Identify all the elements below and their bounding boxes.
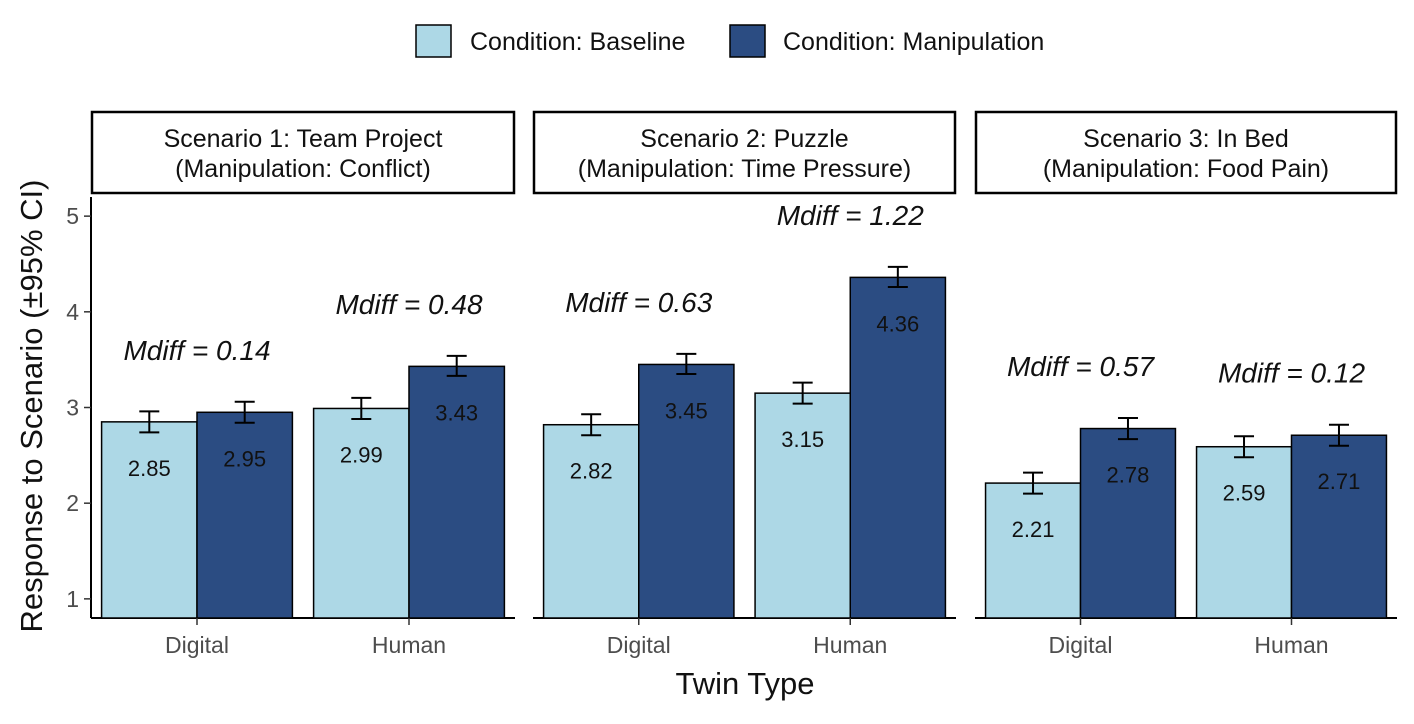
bar-value-label: 2.59 (1223, 481, 1266, 506)
bar-baseline (984, 482, 1082, 619)
y-axis: 1 2 3 4 5 (66, 197, 92, 618)
y-tick-label: 3 (66, 395, 79, 421)
x-tick-label: Human (1254, 632, 1328, 658)
mdiff-annotation: Mdiff = 0.14 (123, 335, 270, 366)
panel-strip (974, 110, 1398, 195)
x-tick-label: Human (813, 632, 887, 658)
bar-manipulation (849, 276, 947, 619)
y-tick-label: 5 (66, 203, 79, 229)
x-tick-label: Human (372, 632, 446, 658)
bar-manipulation (408, 365, 506, 619)
mdiff-annotation: Mdiff = 0.48 (335, 289, 483, 320)
bar-value-label: 2.85 (128, 456, 171, 481)
bar-value-label: 2.71 (1318, 469, 1361, 494)
x-tick-label: Digital (165, 632, 229, 658)
y-tick-label: 1 (66, 586, 79, 612)
mdiff-annotation: Mdiff = 1.22 (777, 200, 925, 231)
bar-manipulation (1079, 427, 1177, 619)
panel-title-line1: Scenario 2: Puzzle (640, 125, 848, 153)
panel-strip (532, 110, 957, 195)
bar-manipulation (638, 363, 735, 619)
panel-title-line2: (Manipulation: Time Pressure) (578, 155, 911, 183)
legend-swatch-baseline (415, 24, 452, 58)
panel-title-line1: Scenario 3: In Bed (1083, 125, 1289, 153)
y-tick-label: 4 (66, 299, 79, 325)
bar-value-label: 2.78 (1107, 463, 1150, 488)
bar-value-label: 3.15 (781, 427, 824, 452)
mdiff-annotation: Mdiff = 0.57 (1007, 351, 1156, 382)
legend: Condition: Baseline Condition: Manipulat… (415, 24, 1044, 58)
y-axis-title: Response to Scenario (±95% CI) (14, 180, 49, 633)
panel-title-line1: Scenario 1: Team Project (164, 125, 443, 153)
bar-value-label: 3.43 (435, 400, 478, 425)
bar-baseline (1195, 445, 1293, 619)
bar-value-label: 2.95 (223, 446, 266, 471)
bar-value-label: 2.82 (570, 459, 613, 484)
panel-title-line2: (Manipulation: Food Pain) (1043, 155, 1329, 183)
legend-label-baseline: Condition: Baseline (470, 28, 685, 56)
panel-2: Scenario 2: Puzzle(Manipulation: Time Pr… (532, 110, 957, 658)
y-tick-label: 2 (66, 490, 79, 516)
bar-baseline (100, 421, 198, 619)
bar-baseline (312, 407, 410, 619)
panel-strip (90, 110, 516, 195)
panels: Scenario 1: Team Project(Manipulation: C… (90, 110, 1398, 658)
panel-title-line2: (Manipulation: Conflict) (175, 155, 431, 183)
x-tick-label: Digital (1049, 632, 1113, 658)
x-axis-title: Twin Type (675, 666, 814, 701)
x-tick-label: Digital (607, 632, 671, 658)
bar-baseline (754, 392, 852, 619)
bar-manipulation (196, 411, 294, 619)
panel-1: Scenario 1: Team Project(Manipulation: C… (90, 110, 516, 658)
mdiff-annotation: Mdiff = 0.12 (1218, 358, 1366, 389)
mdiff-annotation: Mdiff = 0.63 (565, 287, 713, 318)
panel-3: Scenario 3: In Bed(Manipulation: Food Pa… (974, 110, 1398, 658)
bar-value-label: 2.21 (1012, 517, 1055, 542)
bar-baseline (542, 423, 640, 619)
bar-manipulation (1290, 434, 1388, 619)
bar-value-label: 4.36 (876, 311, 919, 336)
legend-label-manipulation: Condition: Manipulation (783, 28, 1044, 56)
bar-value-label: 2.99 (340, 442, 383, 467)
legend-swatch-manipulation (729, 24, 766, 58)
bar-value-label: 3.45 (665, 398, 708, 423)
